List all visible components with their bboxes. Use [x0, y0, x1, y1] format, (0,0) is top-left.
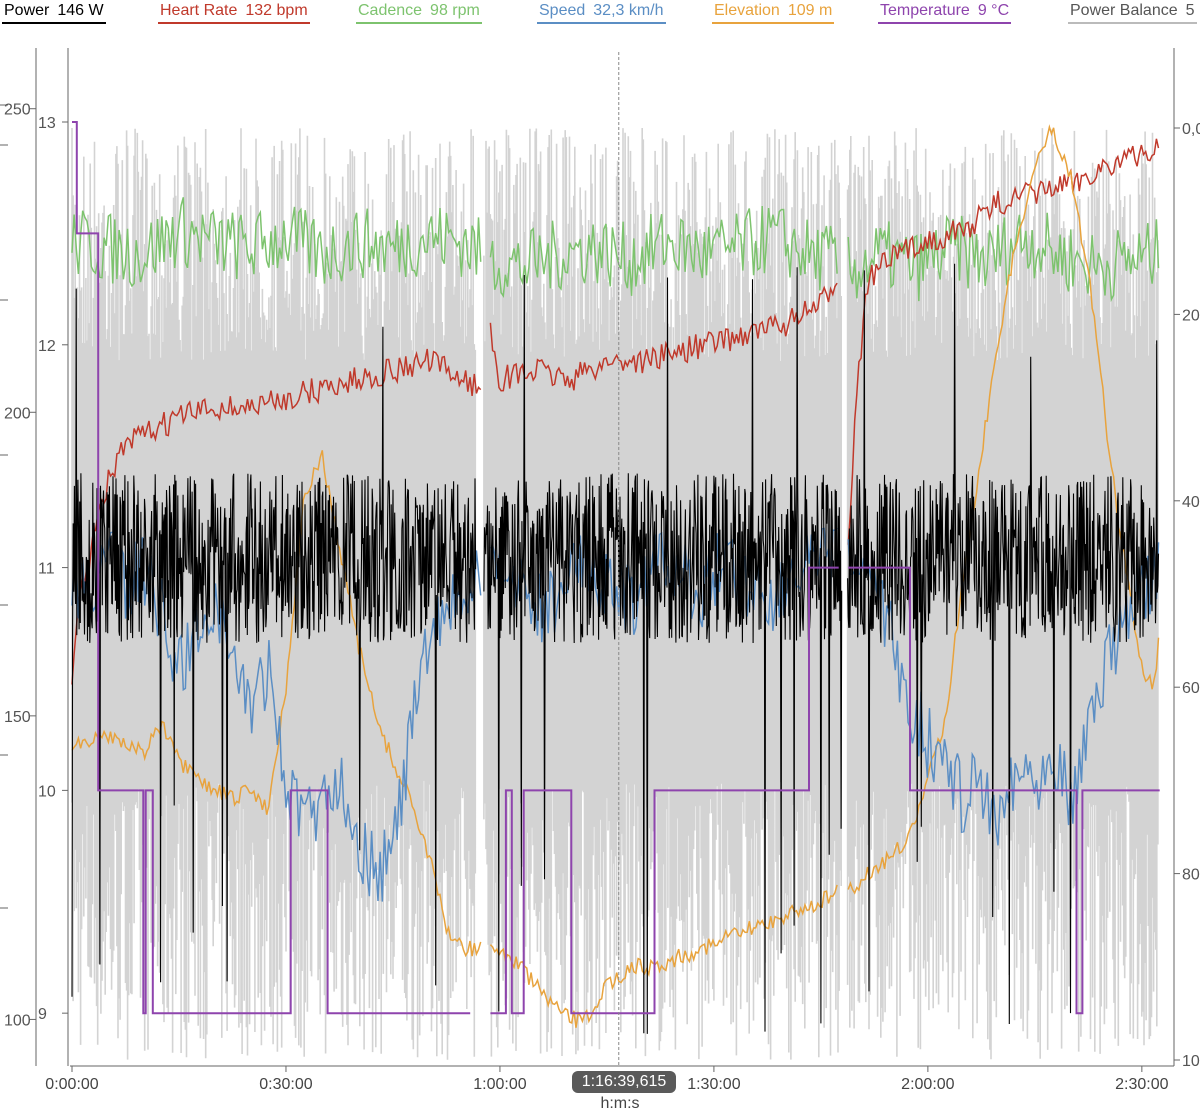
legend-value: 9 °C — [977, 2, 1010, 19]
right-axis-tick-label: 60 — [1182, 680, 1200, 697]
series-elevation-segment — [71, 450, 482, 958]
legend-label: Speed — [539, 2, 586, 19]
series-heart-rate — [71, 138, 1160, 685]
series-cadence-segment — [71, 197, 482, 288]
series-elevation — [71, 124, 1160, 1028]
plot-area — [71, 121, 1160, 1060]
legend-value: 98 rpm — [430, 2, 480, 19]
right-axis-tick-label: 100 — [1182, 1053, 1200, 1070]
inner-axis-tick-label: 13 — [38, 115, 56, 132]
x-axis-tick-label: 0:00:00 — [45, 1076, 98, 1093]
legend-label: Temperature — [880, 2, 970, 19]
legend-item-cadence[interactable]: Cadence 98 rpm — [356, 0, 482, 24]
inner-axis-tick-label: 11 — [38, 561, 55, 578]
series-power-line — [71, 263, 1160, 1034]
outer-axis-tick-label: 250 — [4, 102, 31, 119]
power-balance-y-axis: 0,0 20 40 60 80 100 — [1173, 48, 1200, 1070]
time-x-axis: 0:00:00 0:30:00 1:00:00 1:30:00 2:00:00 2:30:… — [45, 1065, 1174, 1093]
x-axis-tick-label: 0:30:00 — [259, 1076, 312, 1093]
series-temperature — [72, 121, 1160, 1015]
x-axis-tick-label: 2:00:00 — [901, 1076, 954, 1093]
right-axis-tick-label: 40 — [1182, 494, 1200, 511]
right-axis-tick-label: 80 — [1182, 867, 1200, 884]
legend-item-elevation[interactable]: Elevation 109 m — [712, 0, 835, 24]
legend-item-power[interactable]: Power 146 W — [2, 0, 106, 24]
legend-item-heart-rate[interactable]: Heart Rate 132 bpm — [158, 0, 310, 24]
legend-value: 5 — [1185, 2, 1195, 19]
legend-value: 146 W — [57, 2, 104, 19]
right-axis-tick-label: 20 — [1182, 307, 1200, 324]
legend-label: Heart Rate — [160, 2, 238, 19]
series-cadence — [71, 197, 1160, 303]
right-axis-tick-label: 0,0 — [1182, 121, 1200, 138]
legend-item-temperature[interactable]: Temperature 9 °C — [878, 0, 1012, 24]
x-axis-tick-label: 1:30:00 — [687, 1076, 740, 1093]
inner-axis-tick-label: 12 — [38, 338, 56, 355]
series-elevation-segment — [847, 124, 1160, 895]
outer-axis-tick-label: 200 — [4, 405, 31, 422]
series-cadence-segment — [847, 212, 1160, 303]
legend-item-power-balance[interactable]: Power Balance 5 — [1068, 0, 1197, 24]
series-elevation-segment — [489, 884, 838, 1028]
legend-label: Power Balance — [1070, 2, 1178, 19]
power-y-axis: 100 150 200 250 — [0, 48, 37, 1066]
chart-legend: Power 146 W Heart Rate 132 bpm Cadence 98 rpm… — [0, 0, 1200, 34]
x-axis-tick-label: 2:30:00 — [1115, 1076, 1168, 1093]
legend-value: 109 m — [787, 2, 833, 19]
inner-axis-tick-label: 9 — [38, 1006, 47, 1023]
series-temperature-segment — [848, 566, 1160, 1015]
temperature-y-axis: 9 10 11 12 13 — [38, 48, 69, 1066]
legend-label: Cadence — [358, 2, 423, 19]
x-axis-tick-label: 1:00:00 — [473, 1076, 526, 1093]
legend-label: Elevation — [714, 2, 780, 19]
series-heart-rate-segment — [489, 282, 838, 392]
legend-item-speed[interactable]: Speed 32,3 km/h — [537, 0, 666, 24]
series-heart-rate-segment — [71, 348, 482, 685]
x-axis-title: h:m:s — [600, 1095, 640, 1112]
cursor-time-badge: 1:16:39,615 — [572, 1071, 676, 1093]
legend-value: 32,3 km/h — [593, 2, 664, 19]
series-temperature-segment — [72, 121, 471, 1015]
series-temperature-segment — [490, 566, 839, 1015]
series-speed-segment — [847, 539, 1160, 846]
series-heart-rate-segment — [847, 138, 1160, 545]
series-cadence-segment — [489, 205, 838, 299]
legend-value: 132 bpm — [245, 2, 308, 19]
outer-axis-tick-label: 100 — [4, 1012, 31, 1029]
series-speed-segment — [489, 526, 838, 643]
series-power — [71, 263, 1160, 1034]
inner-axis-tick-label: 10 — [38, 783, 56, 800]
outer-axis-tick-label: 150 — [4, 709, 31, 726]
legend-label: Power — [4, 2, 50, 19]
